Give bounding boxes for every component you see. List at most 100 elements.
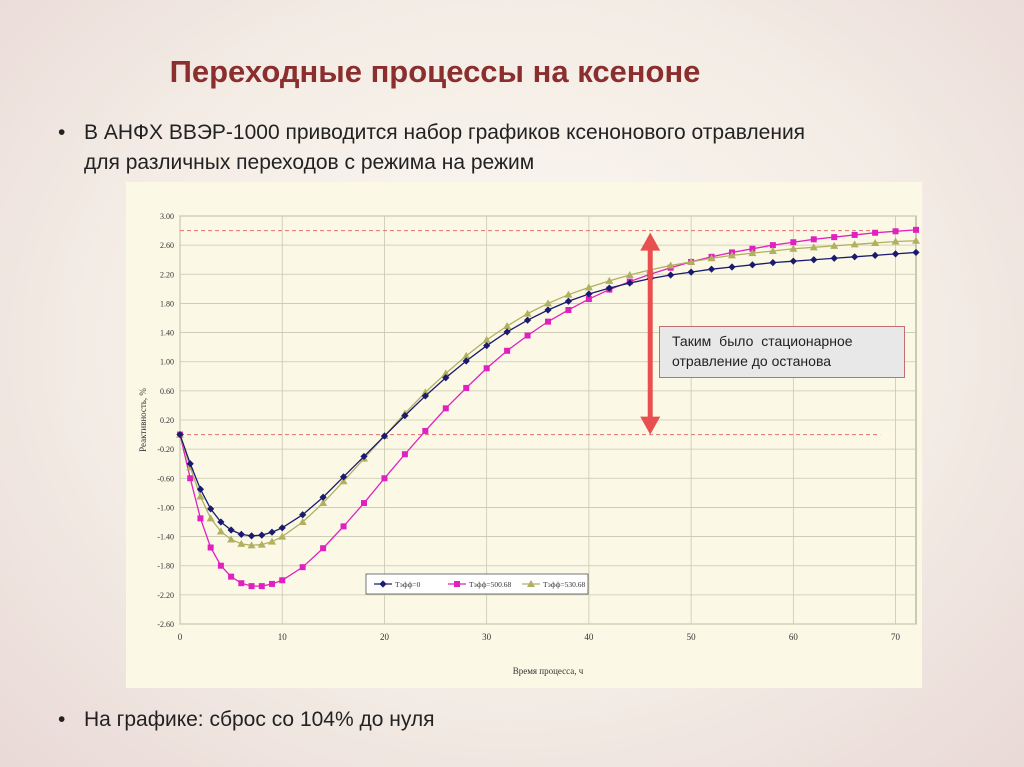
x-tick-label: 30 bbox=[482, 632, 492, 642]
data-point bbox=[584, 283, 593, 291]
callout-line-1: Таким было стационарное bbox=[672, 333, 853, 349]
data-point bbox=[237, 539, 246, 547]
callout-line-2: отравление до останова bbox=[672, 353, 832, 369]
y-tick-label: 2.20 bbox=[160, 270, 174, 279]
data-point bbox=[237, 530, 245, 538]
data-point bbox=[228, 573, 235, 580]
y-tick-label: 2.60 bbox=[160, 241, 174, 250]
data-point bbox=[565, 306, 572, 313]
data-point bbox=[207, 505, 215, 513]
data-point bbox=[871, 251, 879, 259]
y-tick-label: -1.40 bbox=[157, 533, 174, 542]
y-tick-label: 1.80 bbox=[160, 299, 174, 308]
data-point bbox=[524, 332, 531, 339]
data-point bbox=[687, 257, 696, 265]
y-tick-label: 3.00 bbox=[160, 212, 174, 221]
data-point bbox=[319, 499, 328, 507]
data-point bbox=[269, 580, 275, 587]
y-tick-label: -0.20 bbox=[157, 445, 174, 454]
x-tick-label: 40 bbox=[584, 632, 594, 642]
data-point bbox=[442, 405, 449, 412]
data-point bbox=[339, 473, 348, 481]
bullet-1: • В АНФХ ВВЭР-1000 приводится набор граф… bbox=[58, 118, 998, 180]
bullet-dot: • bbox=[58, 708, 66, 731]
data-point bbox=[421, 392, 429, 400]
data-point bbox=[769, 242, 776, 249]
bullet-dot: • bbox=[58, 121, 66, 144]
data-point bbox=[769, 259, 777, 267]
y-tick-label: 0.60 bbox=[160, 387, 174, 396]
data-point bbox=[913, 226, 919, 233]
x-tick-label: 20 bbox=[380, 632, 390, 642]
data-point bbox=[401, 412, 409, 420]
data-point bbox=[482, 335, 491, 343]
legend-entry-label: Тэфф=530.68 bbox=[543, 580, 586, 589]
xenon-reactivity-chart: 3.00 2.60 2.20 1.80 1.40 1.00 0.60 0.20 -0.20 -0.… bbox=[138, 212, 920, 676]
data-point bbox=[207, 544, 214, 551]
y-tick-label: -1.00 bbox=[157, 503, 174, 512]
data-point bbox=[217, 562, 224, 569]
arrow-head-up bbox=[640, 232, 661, 251]
data-point bbox=[666, 261, 675, 269]
data-point bbox=[248, 583, 255, 590]
data-point bbox=[831, 234, 838, 241]
data-point bbox=[585, 290, 593, 298]
data-point bbox=[605, 276, 614, 284]
data-point bbox=[340, 523, 347, 530]
data-point bbox=[278, 532, 287, 540]
data-point bbox=[298, 518, 307, 525]
x-tick-label: 70 bbox=[891, 632, 901, 642]
legend-swatch-marker bbox=[379, 580, 387, 588]
data-point bbox=[728, 251, 736, 259]
data-point bbox=[748, 249, 757, 257]
data-point bbox=[790, 239, 797, 246]
data-point bbox=[809, 243, 818, 251]
data-point bbox=[380, 432, 389, 440]
data-point bbox=[442, 374, 450, 382]
data-point bbox=[503, 328, 511, 336]
data-point bbox=[504, 347, 511, 354]
data-point bbox=[361, 500, 367, 507]
data-point bbox=[626, 279, 634, 287]
y-axis-title: Реактивность, % bbox=[138, 388, 148, 452]
data-point bbox=[851, 231, 858, 238]
y-tick-label: 0.20 bbox=[160, 416, 174, 425]
data-point bbox=[544, 299, 552, 307]
data-point bbox=[278, 524, 286, 532]
data-point bbox=[462, 357, 470, 365]
data-point bbox=[279, 577, 286, 584]
x-tick-label: 0 bbox=[178, 632, 183, 642]
data-point bbox=[238, 580, 245, 587]
data-point bbox=[320, 545, 327, 552]
x-tick-label: 50 bbox=[687, 632, 697, 642]
data-point bbox=[227, 526, 235, 534]
slide-title: Переходные процессы на ксеноне bbox=[169, 54, 701, 89]
data-point bbox=[749, 245, 756, 252]
data-point bbox=[503, 322, 512, 330]
y-tick-label: 1.00 bbox=[160, 358, 174, 367]
data-point bbox=[810, 236, 817, 243]
arrow-head-down bbox=[640, 416, 661, 435]
x-tick-label: 10 bbox=[278, 632, 288, 642]
bullet-1-line-1: В АНФХ ВВЭР-1000 приводится набор график… bbox=[84, 121, 806, 144]
data-point bbox=[625, 271, 634, 279]
data-point bbox=[197, 515, 204, 522]
data-point bbox=[176, 430, 184, 439]
bullet-2-text: На графике: сброс со 104% до нуля bbox=[84, 708, 435, 731]
data-point bbox=[217, 518, 225, 526]
data-point bbox=[872, 229, 879, 236]
data-point bbox=[299, 564, 306, 571]
data-point bbox=[544, 306, 552, 314]
data-point bbox=[186, 460, 194, 468]
chart-figure: 3.00 2.60 2.20 1.80 1.40 1.00 0.60 0.20 -0.20 -0.… bbox=[126, 182, 922, 688]
data-point bbox=[707, 254, 716, 262]
data-point bbox=[247, 532, 256, 540]
legend-swatch-marker bbox=[527, 580, 535, 587]
bullet-2: • На графике: сброс со 104% до нуля bbox=[58, 705, 758, 737]
data-point bbox=[441, 369, 450, 377]
data-point bbox=[891, 250, 900, 258]
data-point bbox=[850, 240, 859, 248]
y-tick-label: -1.80 bbox=[157, 562, 174, 571]
legend-entry-label: Тэфф=500.68 bbox=[469, 580, 512, 589]
data-point bbox=[810, 256, 818, 264]
